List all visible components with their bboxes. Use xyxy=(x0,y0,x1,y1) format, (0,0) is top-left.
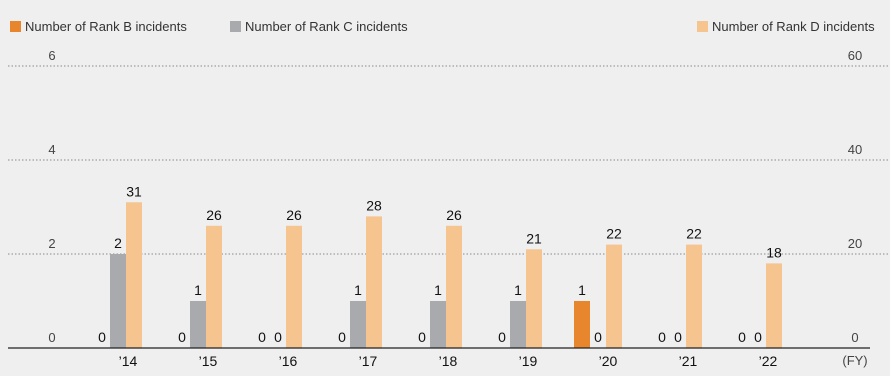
x-axis-unit: (FY) xyxy=(842,353,867,368)
x-tick-label: ’19 xyxy=(519,353,538,369)
data-label-rank-b: 0 xyxy=(258,329,266,345)
x-tick-label: ’20 xyxy=(599,353,618,369)
data-label-rank-d: 31 xyxy=(126,183,142,199)
data-label-rank-d: 26 xyxy=(286,207,302,223)
data-label-rank-b: 0 xyxy=(338,329,346,345)
y-right-tick-label: 40 xyxy=(848,142,862,157)
y-left-tick-label: 2 xyxy=(48,236,55,251)
bar-rank-c xyxy=(430,301,446,348)
data-label-rank-b: 1 xyxy=(578,282,586,298)
y-right-tick-label: 0 xyxy=(851,330,858,345)
data-label-rank-c: 0 xyxy=(274,329,282,345)
y-left-tick-label: 0 xyxy=(48,330,55,345)
legend-label-rank-d: Number of Rank D incidents xyxy=(712,18,875,34)
data-label-rank-d: 22 xyxy=(686,226,702,242)
data-label-rank-b: 0 xyxy=(498,329,506,345)
data-label-rank-d: 18 xyxy=(766,244,782,260)
bar-rank-d xyxy=(766,263,782,348)
x-tick-label: ’14 xyxy=(119,353,138,369)
data-label-rank-c: 1 xyxy=(194,282,202,298)
x-tick-label: ’22 xyxy=(759,353,778,369)
data-label-rank-c: 1 xyxy=(354,282,362,298)
legend-label-rank-c: Number of Rank C incidents xyxy=(245,18,408,34)
x-tick-label: ’18 xyxy=(439,353,458,369)
legend-swatch-rank-d xyxy=(697,20,708,32)
x-tick-label: ’16 xyxy=(279,353,298,369)
data-label-rank-c: 0 xyxy=(754,329,762,345)
x-tick-label: ’17 xyxy=(359,353,378,369)
y-left-tick-label: 4 xyxy=(48,142,55,157)
legend-item-rank-c: Number of Rank C incidents xyxy=(230,18,408,34)
bar-rank-d xyxy=(366,216,382,348)
data-label-rank-d: 26 xyxy=(446,207,462,223)
data-label-rank-b: 0 xyxy=(418,329,426,345)
y-axis-right: 0 20 40 60 xyxy=(848,48,862,345)
x-tick-label: ’15 xyxy=(199,353,218,369)
data-label-rank-c: 2 xyxy=(114,235,122,251)
y-right-tick-label: 60 xyxy=(848,48,862,63)
bar-rank-d xyxy=(606,244,622,348)
data-label-rank-c: 1 xyxy=(434,282,442,298)
y-axis-left: 0 2 4 6 xyxy=(48,48,55,345)
x-tick-label: ’21 xyxy=(679,353,698,369)
data-label-rank-c: 0 xyxy=(594,329,602,345)
legend-item-rank-d: Number of Rank D incidents xyxy=(697,18,875,34)
legend-label-rank-b: Number of Rank B incidents xyxy=(25,18,187,34)
data-label-rank-b: 0 xyxy=(658,329,666,345)
legend-swatch-rank-b xyxy=(10,20,21,32)
data-label-rank-b: 0 xyxy=(178,329,186,345)
data-label-rank-b: 0 xyxy=(98,329,106,345)
data-label-rank-b: 0 xyxy=(738,329,746,345)
data-label-rank-d: 22 xyxy=(606,226,622,242)
data-label-rank-c: 0 xyxy=(674,329,682,345)
x-axis: (FY) ’14 ’15 ’16 ’17 ’18 ’19 ’20 ’21 ’22 xyxy=(8,347,870,369)
bar-rank-c xyxy=(190,301,206,348)
bar-rank-d xyxy=(686,244,702,348)
bars xyxy=(110,202,782,348)
bar-rank-d xyxy=(126,202,142,348)
bar-rank-c xyxy=(110,254,126,348)
bar-rank-d xyxy=(286,225,302,348)
y-right-tick-label: 20 xyxy=(848,236,862,251)
legend-item-rank-b: Number of Rank B incidents xyxy=(10,18,187,34)
data-label-rank-d: 21 xyxy=(526,230,542,246)
legend-swatch-rank-c xyxy=(230,20,241,32)
data-label-rank-d: 28 xyxy=(366,197,382,213)
bar-rank-d xyxy=(526,249,542,348)
bar-rank-d xyxy=(446,225,462,348)
bar-rank-b xyxy=(574,301,590,348)
bar-rank-c xyxy=(350,301,366,348)
data-label-rank-c: 1 xyxy=(514,282,522,298)
y-left-tick-label: 6 xyxy=(48,48,55,63)
data-label-rank-d: 26 xyxy=(206,207,222,223)
bar-rank-c xyxy=(510,301,526,348)
bar-rank-d xyxy=(206,225,222,348)
